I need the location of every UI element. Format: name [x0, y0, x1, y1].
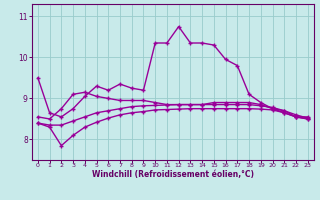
X-axis label: Windchill (Refroidissement éolien,°C): Windchill (Refroidissement éolien,°C) — [92, 170, 254, 179]
